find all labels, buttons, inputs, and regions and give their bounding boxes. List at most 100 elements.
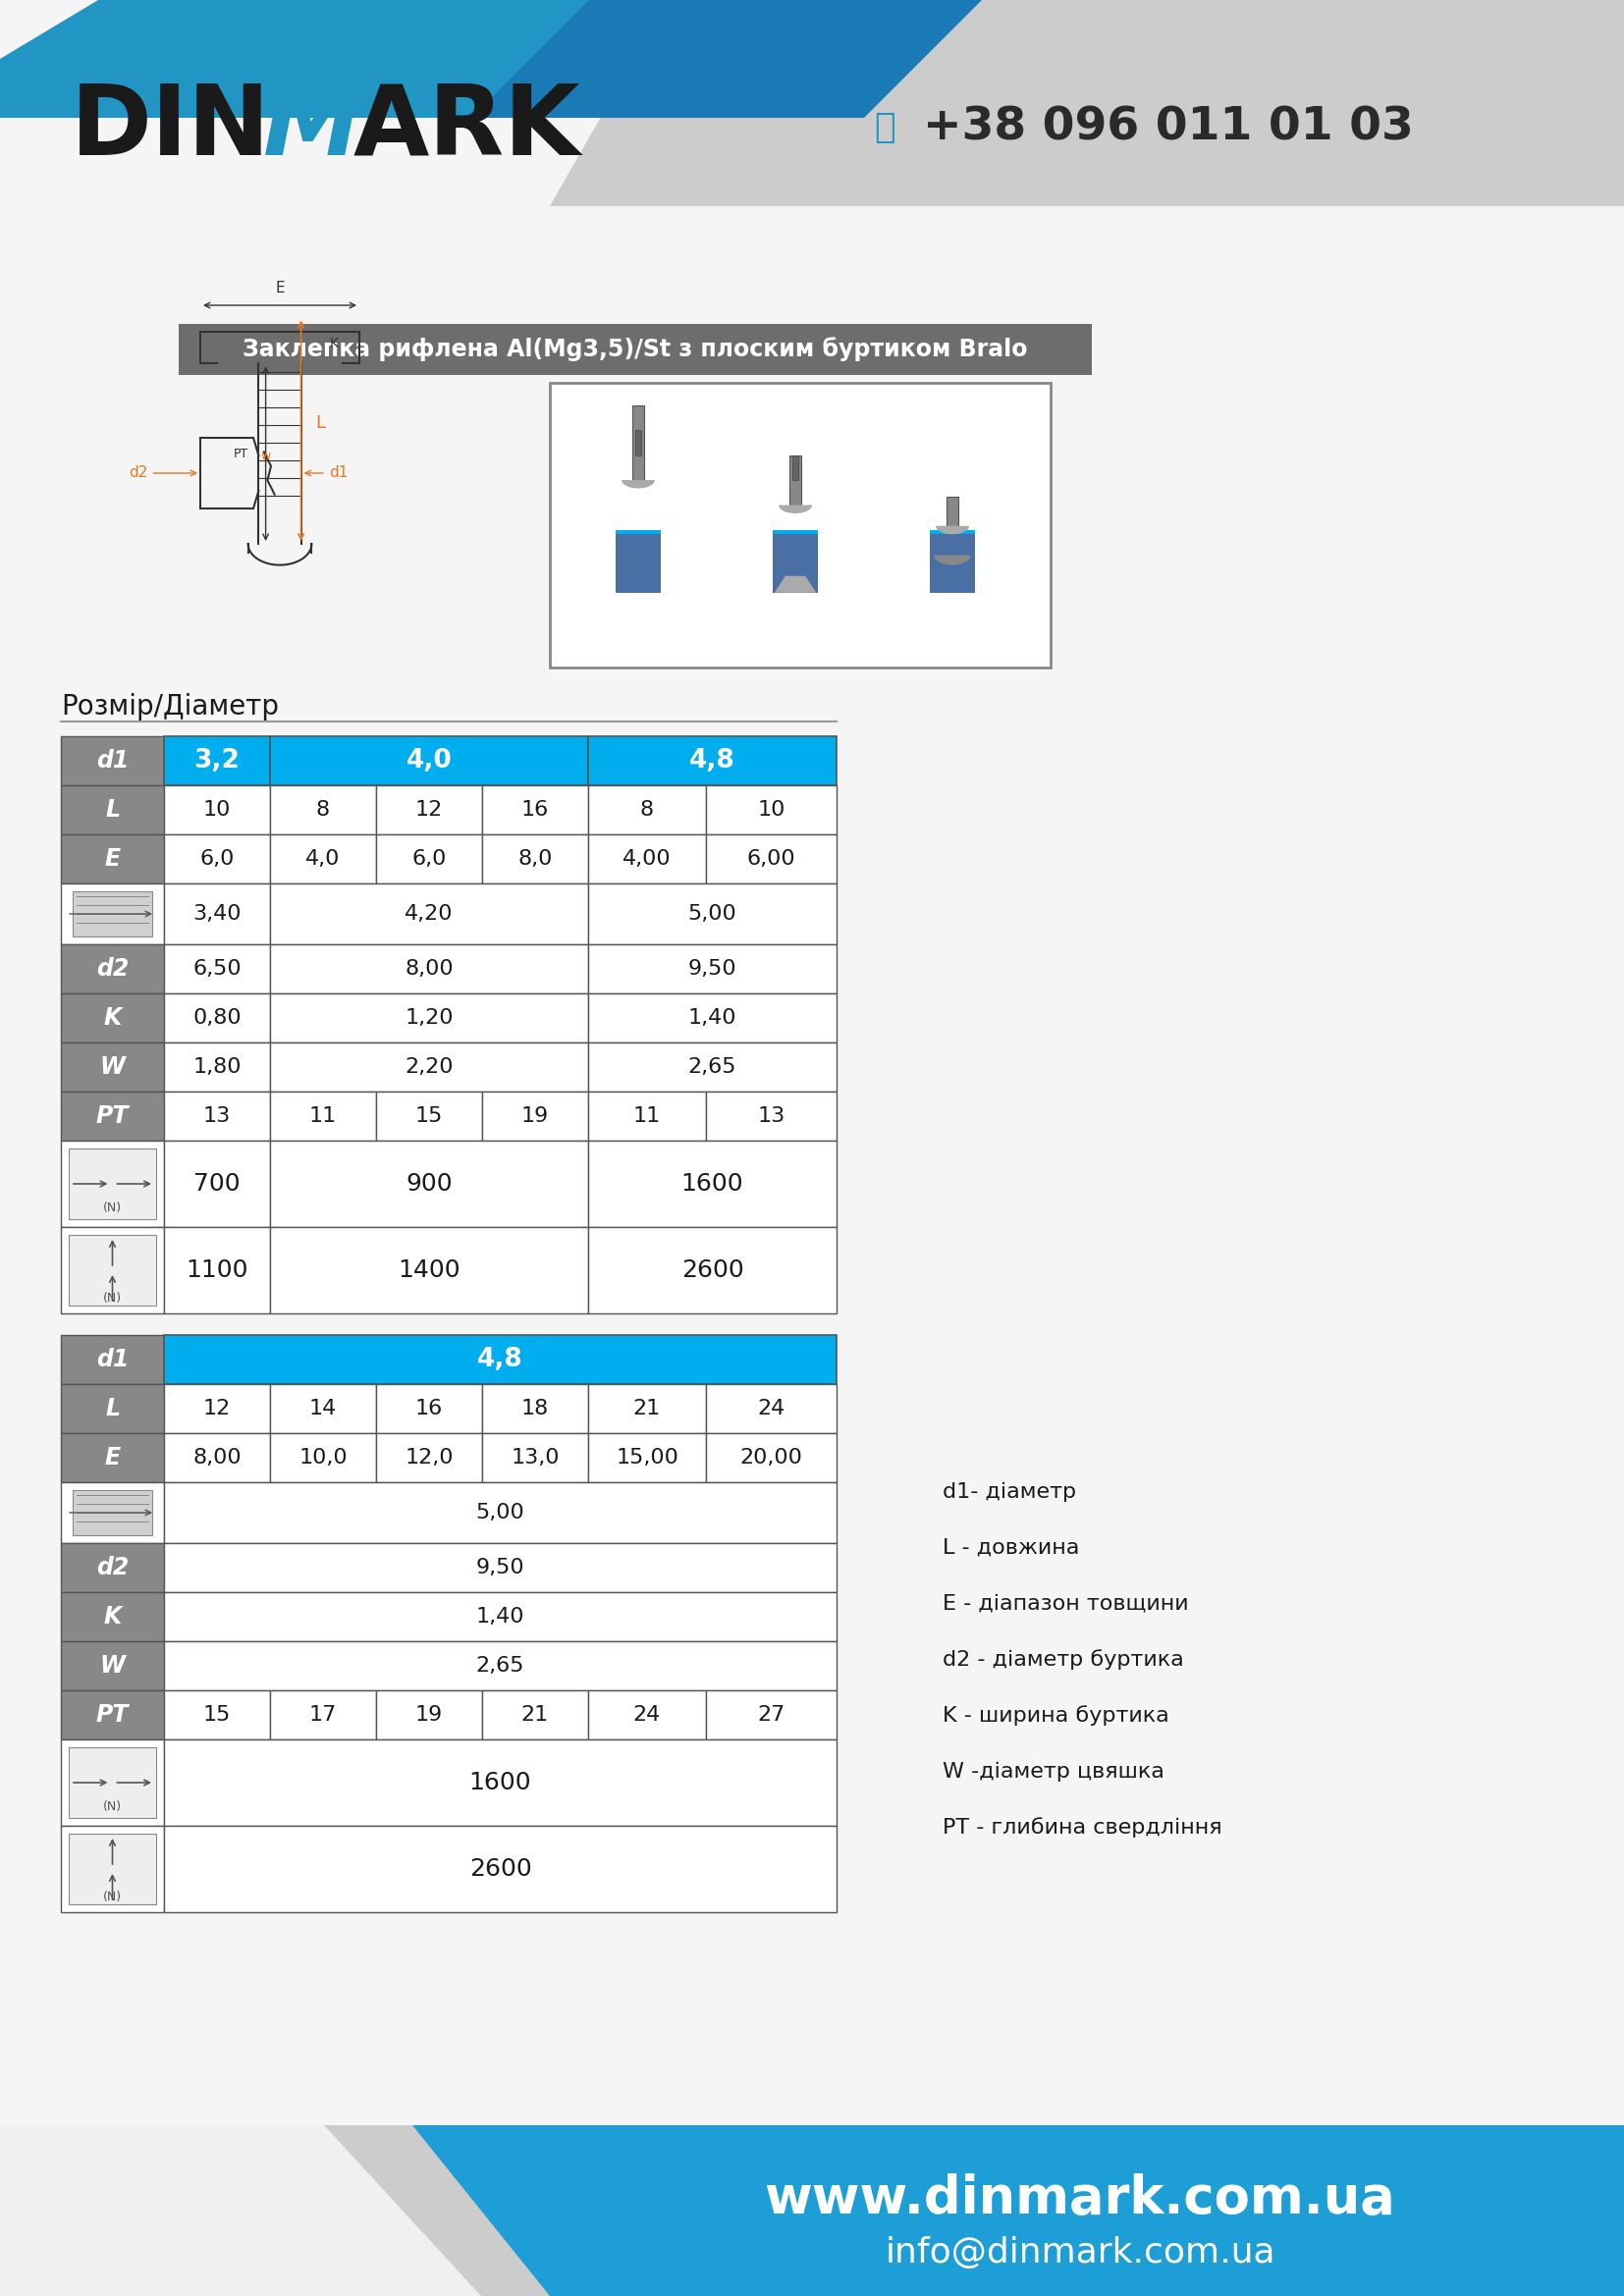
Bar xyxy=(615,530,661,535)
Text: 16: 16 xyxy=(416,1398,443,1419)
Text: 15: 15 xyxy=(203,1706,231,1724)
Text: 1,40: 1,40 xyxy=(689,1008,737,1029)
Bar xyxy=(73,1490,153,1536)
Bar xyxy=(773,530,818,535)
Text: 24: 24 xyxy=(633,1706,661,1724)
Bar xyxy=(482,1433,588,1483)
Bar xyxy=(0,0,1624,207)
Text: 20,00: 20,00 xyxy=(741,1449,802,1467)
Bar xyxy=(60,1642,164,1690)
Bar xyxy=(73,891,153,937)
Bar xyxy=(164,994,270,1042)
Text: 📞: 📞 xyxy=(874,110,895,145)
Text: d2: d2 xyxy=(128,466,148,480)
Bar xyxy=(164,1543,836,1591)
Text: 1100: 1100 xyxy=(185,1258,248,1281)
Text: 2,65: 2,65 xyxy=(689,1056,737,1077)
Text: d2 - діаметр буртика: d2 - діаметр буртика xyxy=(942,1651,1184,1669)
Bar xyxy=(60,1042,164,1091)
Text: 10: 10 xyxy=(203,799,231,820)
Text: L: L xyxy=(315,413,325,432)
Bar xyxy=(60,884,164,944)
Bar xyxy=(706,1433,836,1483)
Bar xyxy=(615,535,661,549)
Bar xyxy=(60,833,164,884)
Text: 4,20: 4,20 xyxy=(404,905,453,923)
Bar xyxy=(60,1091,164,1141)
Text: d1: d1 xyxy=(96,1348,128,1371)
Text: L: L xyxy=(106,799,120,822)
Polygon shape xyxy=(0,0,806,117)
Bar xyxy=(344,2126,1624,2218)
Bar xyxy=(0,2126,1624,2296)
Text: 13: 13 xyxy=(757,1107,784,1125)
Text: 15,00: 15,00 xyxy=(615,1449,679,1467)
Bar xyxy=(482,1091,588,1141)
Polygon shape xyxy=(0,0,667,207)
Text: 5,00: 5,00 xyxy=(689,905,737,923)
Text: 3,2: 3,2 xyxy=(193,748,240,774)
Bar xyxy=(164,944,270,994)
Text: 21: 21 xyxy=(633,1398,661,1419)
Text: L - довжина: L - довжина xyxy=(942,1538,1080,1557)
Bar xyxy=(482,1690,588,1740)
Bar xyxy=(164,1825,836,1913)
Text: 27: 27 xyxy=(757,1706,784,1724)
Text: PT: PT xyxy=(96,1104,128,1127)
Bar xyxy=(270,1690,377,1740)
Text: 3,40: 3,40 xyxy=(193,905,242,923)
Bar xyxy=(60,1433,164,1483)
Bar xyxy=(0,2126,1624,2296)
Text: 12: 12 xyxy=(203,1398,231,1419)
Bar xyxy=(377,1690,482,1740)
Text: 8: 8 xyxy=(317,799,330,820)
Text: W -діаметр цвяшка: W -діаметр цвяшка xyxy=(942,1761,1164,1782)
Bar xyxy=(706,833,836,884)
Text: E: E xyxy=(104,1446,120,1469)
Text: W: W xyxy=(99,1056,125,1079)
Bar xyxy=(68,1235,156,1306)
Text: 15: 15 xyxy=(416,1107,443,1125)
Text: 14: 14 xyxy=(309,1398,336,1419)
Bar xyxy=(632,404,645,480)
Bar xyxy=(773,535,818,549)
Bar xyxy=(929,535,976,549)
Bar xyxy=(377,833,482,884)
Text: 5,00: 5,00 xyxy=(476,1504,525,1522)
Bar xyxy=(706,1690,836,1740)
Text: 900: 900 xyxy=(406,1171,453,1196)
Bar xyxy=(706,1384,836,1433)
Text: 1,20: 1,20 xyxy=(404,1008,453,1029)
Bar xyxy=(377,1384,482,1433)
Bar xyxy=(164,1483,836,1543)
Polygon shape xyxy=(622,480,654,489)
Text: 4,0: 4,0 xyxy=(406,748,451,774)
Text: 10: 10 xyxy=(757,799,784,820)
Bar xyxy=(615,535,661,592)
Polygon shape xyxy=(935,526,970,535)
Bar xyxy=(270,944,588,994)
Bar xyxy=(947,496,958,526)
Bar xyxy=(929,530,976,535)
Bar xyxy=(588,833,706,884)
Text: 2600: 2600 xyxy=(680,1258,744,1281)
Bar xyxy=(68,1148,156,1219)
Text: 700: 700 xyxy=(193,1171,240,1196)
Bar xyxy=(588,785,706,833)
Bar xyxy=(270,737,588,785)
Bar xyxy=(588,994,836,1042)
Text: E: E xyxy=(274,280,284,296)
Text: 12,0: 12,0 xyxy=(404,1449,453,1467)
Bar xyxy=(377,1091,482,1141)
Text: K: K xyxy=(104,1006,122,1029)
Bar xyxy=(60,1334,164,1384)
Bar xyxy=(164,1226,270,1313)
Text: K: K xyxy=(104,1605,122,1628)
Text: 6,0: 6,0 xyxy=(412,850,447,868)
Text: W: W xyxy=(99,1653,125,1678)
Polygon shape xyxy=(775,576,817,592)
Bar xyxy=(270,1141,588,1226)
Bar xyxy=(164,884,270,944)
Bar xyxy=(164,1091,270,1141)
Text: 1600: 1600 xyxy=(680,1171,744,1196)
